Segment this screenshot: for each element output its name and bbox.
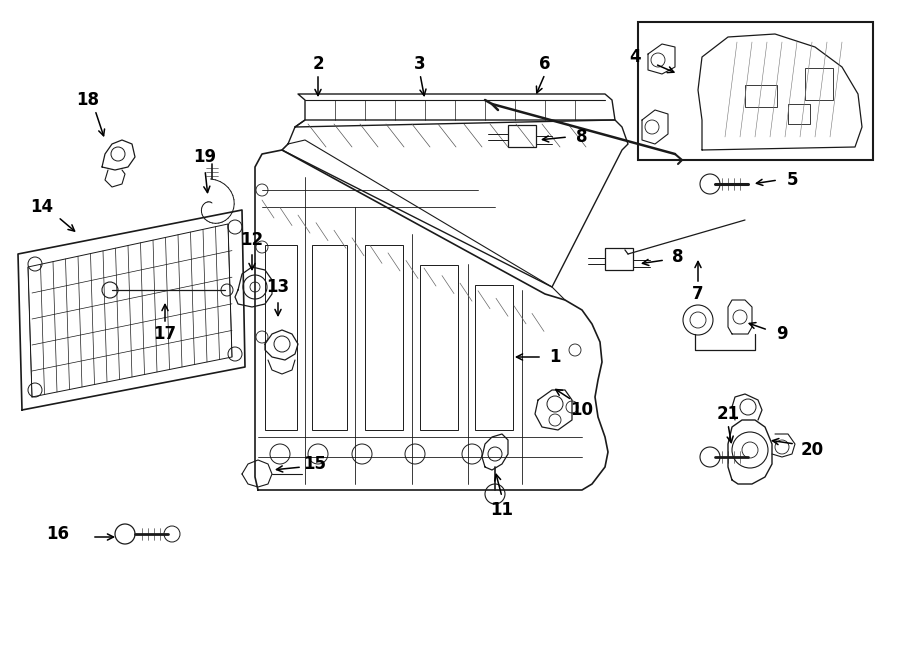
Text: 7: 7 bbox=[692, 285, 704, 303]
Text: 11: 11 bbox=[491, 501, 514, 519]
Text: 8: 8 bbox=[672, 248, 684, 266]
Bar bbox=[365, 245, 403, 430]
Text: 16: 16 bbox=[47, 525, 69, 543]
Text: 6: 6 bbox=[539, 55, 551, 73]
Text: 3: 3 bbox=[414, 55, 426, 73]
Text: 19: 19 bbox=[194, 148, 217, 166]
Bar bbox=[265, 245, 297, 430]
Bar bbox=[605, 248, 633, 270]
Bar bbox=[805, 68, 833, 100]
Bar bbox=[788, 104, 810, 124]
Text: 8: 8 bbox=[576, 128, 588, 146]
Text: 4: 4 bbox=[629, 48, 641, 66]
Text: 10: 10 bbox=[571, 401, 593, 419]
Text: 20: 20 bbox=[800, 441, 824, 459]
Text: 17: 17 bbox=[153, 325, 176, 343]
Bar bbox=[745, 85, 777, 107]
Text: 14: 14 bbox=[31, 198, 54, 216]
Text: 5: 5 bbox=[787, 171, 797, 189]
Text: 18: 18 bbox=[76, 91, 100, 109]
Text: 9: 9 bbox=[776, 325, 788, 343]
Bar bbox=[312, 245, 347, 430]
Bar bbox=[420, 265, 458, 430]
Bar bbox=[508, 125, 536, 147]
Text: 21: 21 bbox=[716, 405, 740, 423]
Text: 1: 1 bbox=[549, 348, 561, 366]
Text: 13: 13 bbox=[266, 278, 290, 296]
Bar bbox=[638, 22, 873, 160]
Text: 15: 15 bbox=[303, 455, 327, 473]
Text: 2: 2 bbox=[312, 55, 324, 73]
Text: 12: 12 bbox=[240, 231, 264, 249]
Bar bbox=[475, 285, 513, 430]
